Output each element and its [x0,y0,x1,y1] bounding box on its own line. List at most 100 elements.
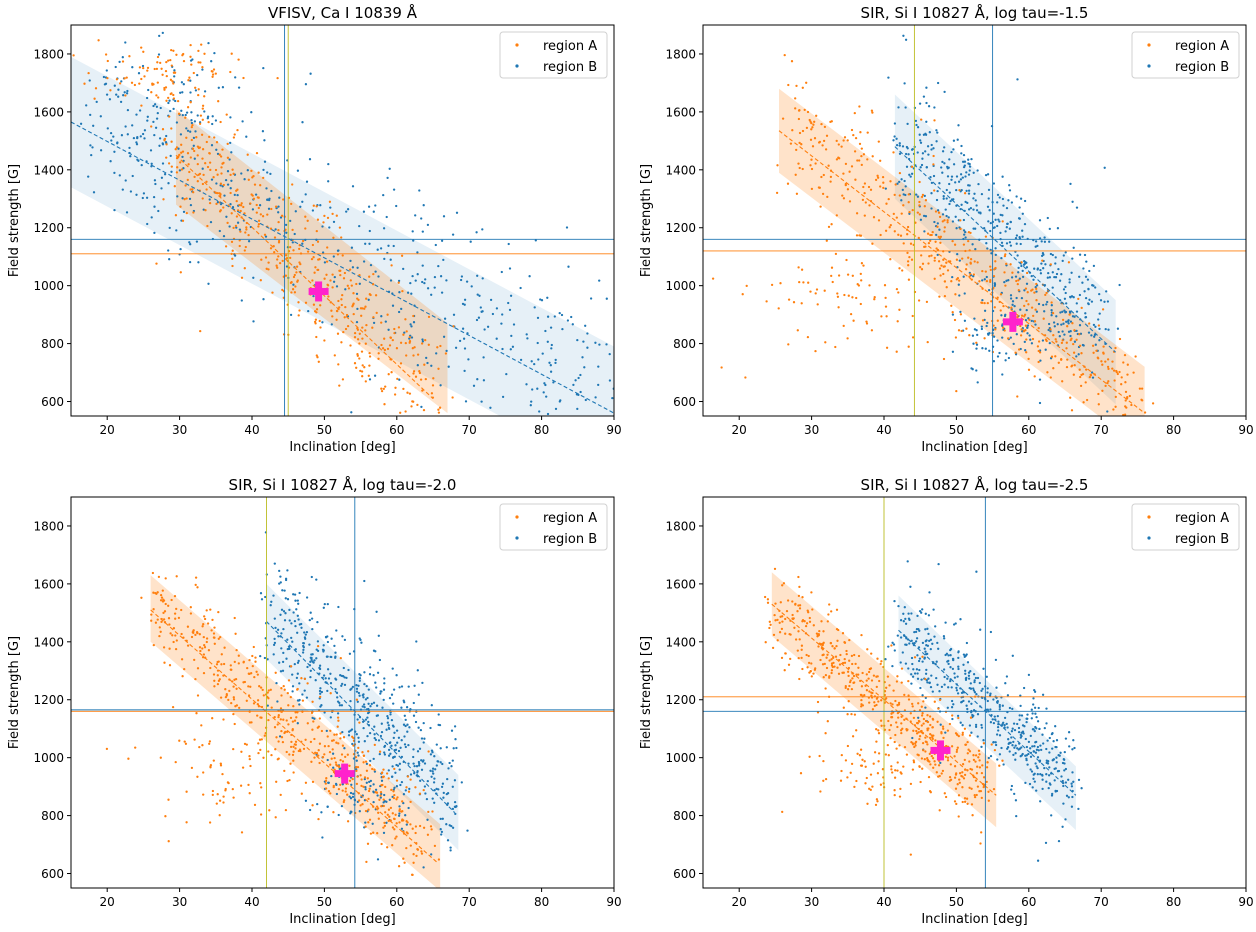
data-point [445,823,448,826]
data-point [940,685,944,689]
data-point [279,793,282,797]
data-point [317,258,320,261]
data-point [316,218,320,221]
data-point [959,310,962,314]
data-point [175,53,178,56]
data-point [826,195,829,199]
data-point [1075,329,1078,333]
data-point [379,734,383,738]
data-point [432,781,436,784]
data-point [157,53,161,56]
data-point [769,623,772,626]
data-point [156,55,160,59]
data-point [1034,245,1037,248]
data-point [1065,347,1068,350]
data-point [229,116,232,119]
data-point [479,306,482,309]
data-point [987,188,991,192]
data-point [987,197,990,200]
data-point [1051,792,1054,796]
data-point [338,765,341,769]
data-point [930,181,934,185]
data-point [1041,339,1045,342]
data-point [899,619,903,622]
data-point [921,157,924,160]
data-point [964,743,968,746]
data-point [341,378,345,381]
data-point [1019,308,1022,311]
data-point [981,301,984,305]
data-point [976,261,979,264]
data-point [142,50,145,53]
data-point [338,226,342,229]
data-point [1097,357,1100,360]
data-point [865,320,868,323]
data-point [887,754,890,757]
data-point [986,247,989,250]
data-point [855,779,858,783]
data-point [536,387,539,390]
data-point [382,688,386,691]
data-point [884,296,887,300]
data-point [264,595,267,599]
data-point [939,235,943,238]
data-point [287,679,291,682]
data-point [577,376,580,380]
data-point [292,275,296,279]
data-point [339,737,342,740]
data-point [322,674,326,677]
data-point [422,408,426,412]
data-point [409,823,412,826]
data-point [1046,276,1049,279]
data-point [974,760,977,763]
data-point [420,737,424,740]
data-point [1077,353,1080,356]
data-point [296,169,300,172]
data-point [278,582,281,585]
data-point [446,777,449,781]
data-point [992,182,996,185]
data-point [343,638,347,642]
data-point [810,675,813,678]
data-point [889,180,892,183]
data-point [294,740,298,743]
data-point [986,301,989,305]
data-point [278,569,281,573]
data-point [297,618,300,621]
x-axis-label: Inclination [deg] [921,440,1027,455]
data-point [1141,399,1144,402]
data-point [988,209,991,212]
data-point [814,292,817,295]
data-point [945,286,948,289]
data-point [367,789,371,793]
data-point [364,785,367,789]
data-point [911,314,914,318]
data-point [903,745,907,749]
data-point [386,347,390,351]
data-point [260,738,263,741]
data-point [895,137,898,140]
data-point [836,639,839,642]
data-point [1051,286,1054,289]
data-point [951,667,955,671]
data-point [205,140,208,144]
data-point [219,635,222,639]
x-tick-label: 60 [1021,895,1036,909]
data-point [152,643,155,647]
data-point [373,770,377,773]
data-point [362,703,366,706]
data-point [442,335,446,338]
data-point [449,849,452,852]
data-point [406,723,409,726]
data-point [933,220,936,224]
data-point [824,673,828,677]
data-point [418,371,422,375]
data-point [1049,328,1052,331]
data-point [129,190,133,193]
data-point [231,249,234,252]
data-point [437,858,441,861]
data-point [352,744,355,747]
data-point [368,364,371,367]
data-point [1064,737,1068,740]
data-point [366,777,369,780]
